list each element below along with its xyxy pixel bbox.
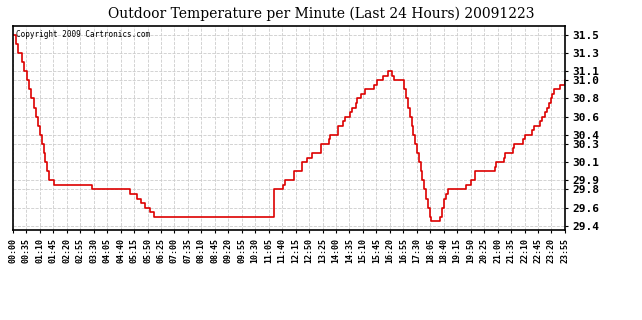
Text: Outdoor Temperature per Minute (Last 24 Hours) 20091223: Outdoor Temperature per Minute (Last 24 … — [108, 6, 534, 21]
Text: Copyright 2009 Cartronics.com: Copyright 2009 Cartronics.com — [15, 30, 150, 39]
